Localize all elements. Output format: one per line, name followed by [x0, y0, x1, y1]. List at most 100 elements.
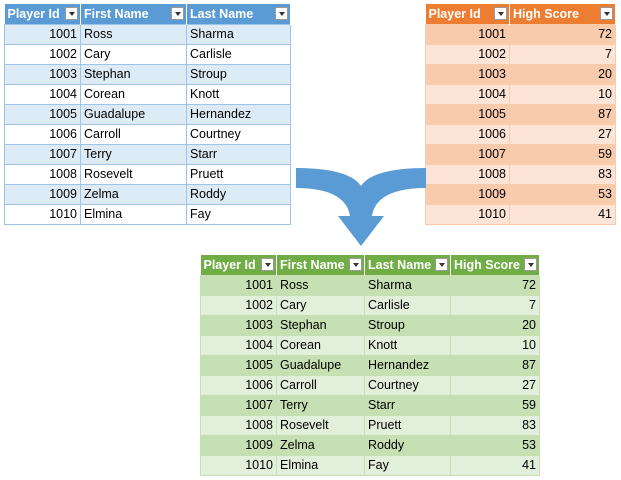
- table-cell[interactable]: 1004: [200, 334, 277, 355]
- table-cell[interactable]: 1009: [4, 183, 81, 204]
- table-cell[interactable]: 1008: [4, 163, 81, 184]
- table-cell[interactable]: Knott: [186, 83, 291, 104]
- table-cell[interactable]: 10: [450, 334, 540, 355]
- table-cell[interactable]: Corean: [80, 83, 187, 104]
- table-cell[interactable]: 1004: [425, 83, 510, 104]
- table-cell[interactable]: 1007: [200, 394, 277, 415]
- column-header-player-id[interactable]: Player Id: [4, 4, 81, 24]
- filter-dropdown-icon[interactable]: [65, 7, 78, 20]
- table-cell[interactable]: Terry: [276, 394, 365, 415]
- column-header-high-score[interactable]: High Score: [509, 4, 616, 24]
- table-cell[interactable]: 72: [509, 23, 616, 44]
- column-header-high-score[interactable]: High Score: [450, 255, 540, 275]
- table-cell[interactable]: 72: [450, 274, 540, 295]
- column-header-last-name[interactable]: Last Name: [364, 255, 451, 275]
- table-cell[interactable]: Starr: [186, 143, 291, 164]
- table-cell[interactable]: Carlisle: [186, 43, 291, 64]
- table-cell[interactable]: Starr: [364, 394, 451, 415]
- table-cell[interactable]: Stephan: [276, 314, 365, 335]
- column-header-last-name[interactable]: Last Name: [186, 4, 291, 24]
- table-cell[interactable]: Roddy: [364, 434, 451, 455]
- table-cell[interactable]: Pruett: [364, 414, 451, 435]
- table-cell[interactable]: 1010: [200, 454, 277, 476]
- column-header-player-id[interactable]: Player Id: [425, 4, 510, 24]
- table-cell[interactable]: Courtney: [186, 123, 291, 144]
- table-cell[interactable]: 41: [509, 203, 616, 225]
- filter-dropdown-icon[interactable]: [349, 258, 362, 271]
- table-cell[interactable]: Corean: [276, 334, 365, 355]
- table-cell[interactable]: Carroll: [80, 123, 187, 144]
- table-cell[interactable]: 1003: [4, 63, 81, 84]
- table-cell[interactable]: Cary: [80, 43, 187, 64]
- table-cell[interactable]: 1004: [4, 83, 81, 104]
- table-cell[interactable]: 1008: [200, 414, 277, 435]
- table-cell[interactable]: 59: [509, 143, 616, 164]
- table-cell[interactable]: 1008: [425, 163, 510, 184]
- table-cell[interactable]: 1009: [425, 183, 510, 204]
- table-cell[interactable]: Elmina: [276, 454, 365, 476]
- table-cell[interactable]: Ross: [276, 274, 365, 295]
- table-cell[interactable]: 10: [509, 83, 616, 104]
- table-cell[interactable]: Terry: [80, 143, 187, 164]
- table-cell[interactable]: Sharma: [364, 274, 451, 295]
- table-cell[interactable]: Carlisle: [364, 294, 451, 315]
- table-cell[interactable]: 1009: [200, 434, 277, 455]
- table-cell[interactable]: 1001: [425, 23, 510, 44]
- table-cell[interactable]: Hernandez: [364, 354, 451, 375]
- table-cell[interactable]: 1005: [200, 354, 277, 375]
- table-cell[interactable]: 1002: [200, 294, 277, 315]
- table-cell[interactable]: 87: [509, 103, 616, 124]
- table-cell[interactable]: 53: [450, 434, 540, 455]
- table-cell[interactable]: 59: [450, 394, 540, 415]
- table-cell[interactable]: Zelma: [80, 183, 187, 204]
- table-cell[interactable]: Fay: [186, 203, 291, 225]
- table-cell[interactable]: Cary: [276, 294, 365, 315]
- filter-dropdown-icon[interactable]: [524, 258, 537, 271]
- table-cell[interactable]: 1007: [425, 143, 510, 164]
- table-cell[interactable]: 1001: [4, 23, 81, 44]
- table-cell[interactable]: Carroll: [276, 374, 365, 395]
- table-cell[interactable]: 20: [509, 63, 616, 84]
- column-header-player-id[interactable]: Player Id: [200, 255, 277, 275]
- table-cell[interactable]: 1006: [4, 123, 81, 144]
- table-cell[interactable]: 1010: [425, 203, 510, 225]
- table-cell[interactable]: 1005: [4, 103, 81, 124]
- filter-dropdown-icon[interactable]: [494, 7, 507, 20]
- table-cell[interactable]: Guadalupe: [80, 103, 187, 124]
- filter-dropdown-icon[interactable]: [261, 258, 274, 271]
- table-cell[interactable]: 1007: [4, 143, 81, 164]
- table-cell[interactable]: Rosevelt: [276, 414, 365, 435]
- table-cell[interactable]: 1003: [425, 63, 510, 84]
- table-cell[interactable]: Guadalupe: [276, 354, 365, 375]
- table-cell[interactable]: Rosevelt: [80, 163, 187, 184]
- table-cell[interactable]: 27: [450, 374, 540, 395]
- filter-dropdown-icon[interactable]: [275, 7, 288, 20]
- table-cell[interactable]: Knott: [364, 334, 451, 355]
- table-cell[interactable]: Ross: [80, 23, 187, 44]
- table-cell[interactable]: Courtney: [364, 374, 451, 395]
- table-cell[interactable]: 1005: [425, 103, 510, 124]
- table-cell[interactable]: 83: [450, 414, 540, 435]
- table-cell[interactable]: Stroup: [364, 314, 451, 335]
- table-cell[interactable]: Zelma: [276, 434, 365, 455]
- table-cell[interactable]: Hernandez: [186, 103, 291, 124]
- column-header-first-name[interactable]: First Name: [80, 4, 187, 24]
- table-cell[interactable]: Stroup: [186, 63, 291, 84]
- table-cell[interactable]: Roddy: [186, 183, 291, 204]
- table-cell[interactable]: 27: [509, 123, 616, 144]
- table-cell[interactable]: 1003: [200, 314, 277, 335]
- table-cell[interactable]: Fay: [364, 454, 451, 476]
- table-cell[interactable]: 20: [450, 314, 540, 335]
- table-cell[interactable]: 7: [450, 294, 540, 315]
- table-cell[interactable]: 7: [509, 43, 616, 64]
- table-cell[interactable]: 83: [509, 163, 616, 184]
- table-cell[interactable]: 87: [450, 354, 540, 375]
- table-cell[interactable]: 1001: [200, 274, 277, 295]
- table-cell[interactable]: Elmina: [80, 203, 187, 225]
- table-cell[interactable]: 1002: [425, 43, 510, 64]
- table-cell[interactable]: 1010: [4, 203, 81, 225]
- table-cell[interactable]: 1006: [200, 374, 277, 395]
- table-cell[interactable]: Sharma: [186, 23, 291, 44]
- table-cell[interactable]: 41: [450, 454, 540, 476]
- filter-dropdown-icon[interactable]: [171, 7, 184, 20]
